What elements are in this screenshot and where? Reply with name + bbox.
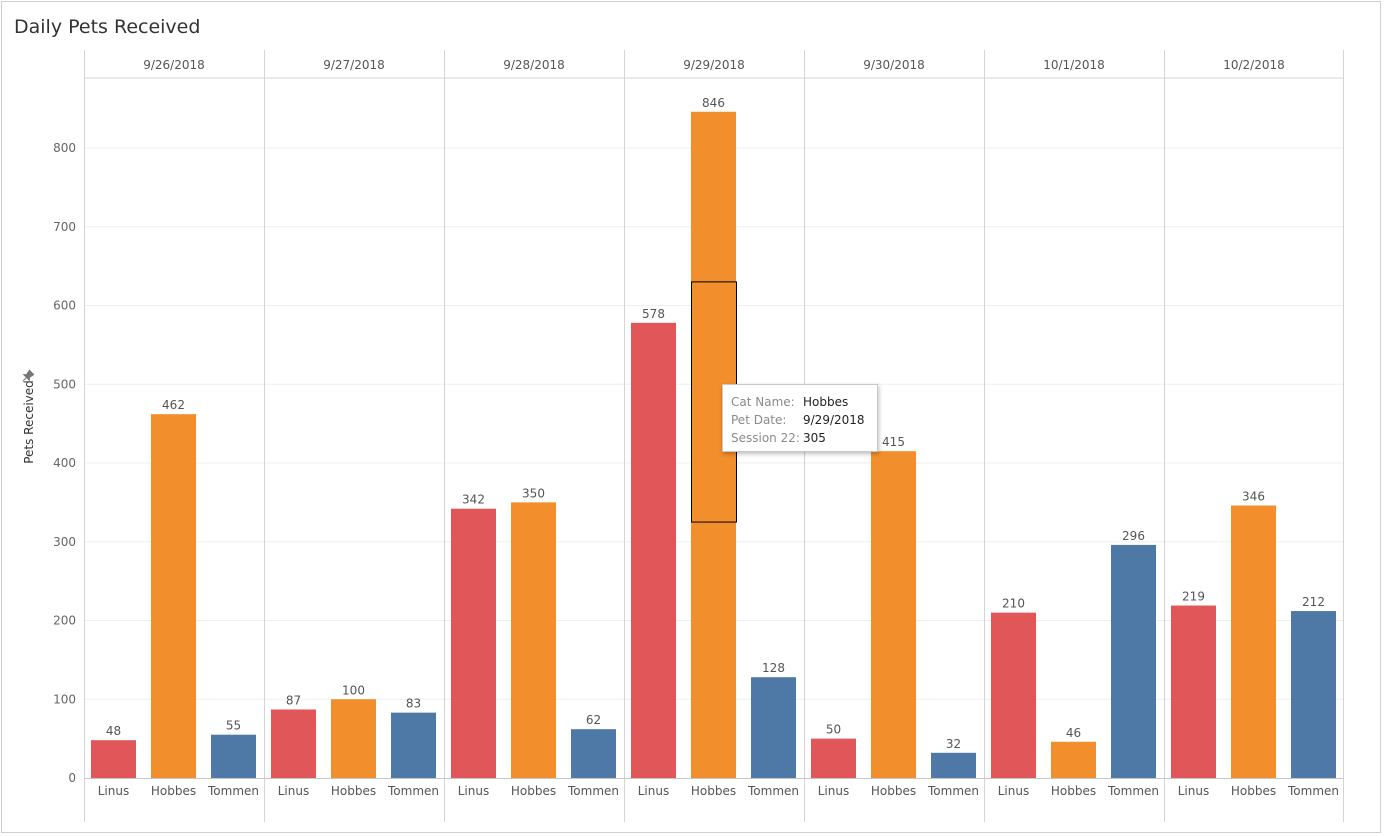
date-header-1: 9/27/2018 [323,58,385,72]
value-label-hobbes-2: 350 [522,486,545,500]
bar-tommen-1 [391,712,436,778]
value-label-linus-4: 50 [826,723,841,737]
category-label-linus-1: Linus [278,784,309,798]
category-label-linus-3: Linus [638,784,669,798]
value-label-tommen-3: 128 [762,661,785,675]
category-label-hobbes-2: Hobbes [511,784,556,798]
tooltip-value-session: 305 [803,431,826,445]
category-label-linus-0: Linus [98,784,129,798]
y-tick-label-600: 600 [53,299,76,313]
value-label-linus-5: 210 [1002,597,1025,611]
value-label-hobbes-6: 346 [1242,490,1265,504]
value-label-linus-3: 578 [642,307,665,321]
value-label-tommen-6: 212 [1302,595,1325,609]
category-label-tommen-3: Tommen [747,784,799,798]
bar-tommen-2 [571,729,616,778]
bar-tommen-6 [1291,611,1336,778]
date-header-5: 10/1/2018 [1043,58,1105,72]
value-label-hobbes-5: 46 [1066,726,1081,740]
category-label-tommen-2: Tommen [567,784,619,798]
value-label-tommen-1: 83 [406,697,421,711]
category-label-linus-5: Linus [998,784,1029,798]
category-label-linus-2: Linus [458,784,489,798]
bar-linus-6 [1171,605,1216,778]
y-tick-label-200: 200 [53,614,76,628]
value-label-linus-2: 342 [462,493,485,507]
value-label-tommen-2: 62 [586,713,601,727]
tooltip-key-cat: Cat Name: [731,395,795,409]
category-label-linus-4: Linus [818,784,849,798]
tooltip-key-date: Pet Date: [731,413,787,427]
category-label-hobbes-1: Hobbes [331,784,376,798]
date-header-0: 9/26/2018 [143,58,205,72]
tooltip-key-session: Session 22: [731,431,800,445]
tooltip-value-cat: Hobbes [803,395,849,409]
category-label-tommen-4: Tommen [927,784,979,798]
y-tick-label-400: 400 [53,456,76,470]
y-tick-label-100: 100 [53,692,76,706]
date-header-2: 9/28/2018 [503,58,565,72]
date-header-6: 10/2/2018 [1223,58,1285,72]
bar-hobbes-6 [1231,505,1276,778]
value-label-hobbes-1: 100 [342,683,365,697]
y-tick-label-0: 0 [68,771,76,785]
bar-hobbes-4 [871,451,916,778]
value-label-hobbes-4: 415 [882,435,905,449]
value-label-tommen-0: 55 [226,719,241,733]
category-label-hobbes-6: Hobbes [1231,784,1276,798]
bar-hobbes-1 [331,699,376,778]
bar-tommen-4 [931,752,976,778]
category-label-hobbes-5: Hobbes [1051,784,1096,798]
value-label-linus-1: 87 [286,693,301,707]
bar-hobbes-2 [511,502,556,778]
bar-linus-2 [451,508,496,778]
y-tick-label-800: 800 [53,141,76,155]
chart-title: Daily Pets Received [14,16,201,38]
value-label-hobbes-3: 846 [702,96,725,110]
date-header-3: 9/29/2018 [683,58,745,72]
bar-linus-0 [91,740,136,778]
value-label-linus-6: 219 [1182,590,1205,604]
bar-tommen-0 [211,734,256,778]
value-label-linus-0: 48 [106,724,121,738]
y-tick-label-300: 300 [53,535,76,549]
tooltip-row-session: Session 22: 305 [731,429,877,447]
y-axis-title: Pets Received [22,380,36,464]
bar-tommen-3 [751,677,796,778]
tooltip-value-date: 9/29/2018 [803,413,865,427]
value-label-hobbes-0: 462 [162,398,185,412]
category-label-hobbes-3: Hobbes [691,784,736,798]
bar-linus-5 [991,612,1036,778]
category-label-hobbes-4: Hobbes [871,784,916,798]
pin-icon [22,369,35,382]
bar-tommen-5 [1111,544,1156,778]
tooltip-row-date: Pet Date: 9/29/2018 [731,411,877,429]
category-label-tommen-5: Tommen [1107,784,1159,798]
bar-linus-1 [271,709,316,778]
category-label-tommen-1: Tommen [387,784,439,798]
y-tick-label-500: 500 [53,377,76,391]
bar-linus-4 [811,738,856,778]
category-label-tommen-0: Tommen [207,784,259,798]
tooltip: Cat Name: Hobbes Pet Date: 9/29/2018 Sessi… [722,384,878,452]
category-label-linus-6: Linus [1178,784,1209,798]
bar-hobbes-0 [151,414,196,778]
category-label-tommen-6: Tommen [1287,784,1339,798]
y-tick-label-700: 700 [53,220,76,234]
value-label-tommen-5: 296 [1122,529,1145,543]
category-label-hobbes-0: Hobbes [151,784,196,798]
tooltip-row-cat: Cat Name: Hobbes [731,393,877,411]
bar-hobbes-5 [1051,741,1096,778]
bar-linus-3 [631,322,676,778]
value-label-tommen-4: 32 [946,737,961,751]
date-header-4: 9/30/2018 [863,58,925,72]
